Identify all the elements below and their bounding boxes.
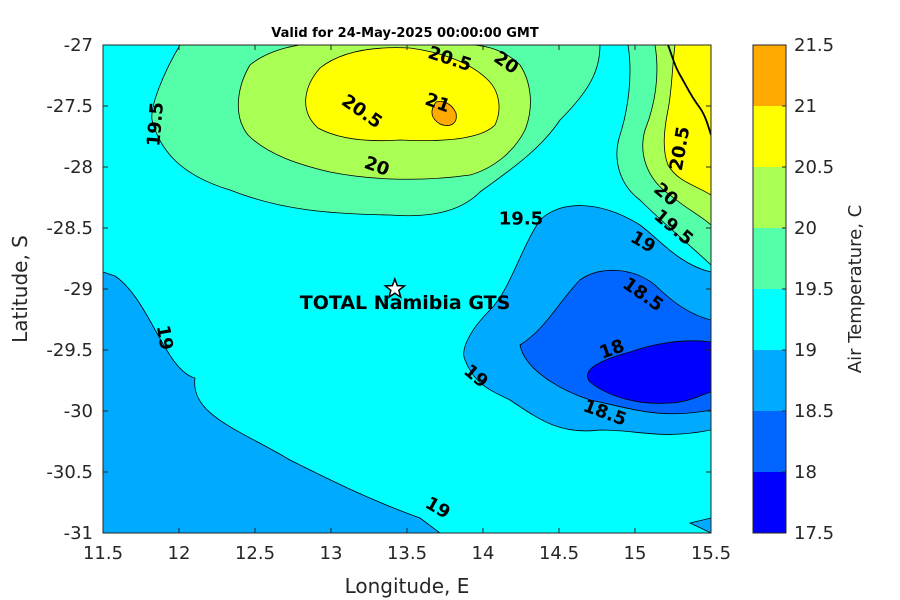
site-label: TOTAL Namibia GTS (300, 292, 511, 314)
x-axis-label: Longitude, E (345, 574, 470, 598)
colorbar-tick-label: 21.5 (794, 35, 834, 56)
y-axis: -27 -27.5 -28 -28.5 -29 -29.5 -30 -30.5 -31 (46, 35, 711, 544)
site-marker (383, 276, 407, 299)
colorbar: 17.5 18 18.5 19 19.5 20 20.5 21 21.5 (752, 35, 834, 544)
colorbar-tick-label: 18.5 (794, 401, 834, 422)
colorbar-swatch (753, 167, 786, 228)
colorbar-swatch (753, 350, 786, 411)
star-icon (383, 276, 407, 299)
band-18-5-west (103, 271, 441, 533)
y-tick-label: -27.5 (46, 96, 93, 117)
colorbar-swatch (753, 45, 786, 106)
colorbar-swatch (753, 228, 786, 289)
band-18-5-southeast (688, 517, 711, 533)
y-tick-label: -30.5 (46, 462, 93, 483)
colorbar-label: Air Temperature, C (845, 205, 866, 373)
coastline (667, 45, 711, 136)
colorbar-tick-label: 18 (794, 462, 817, 483)
x-tick-label: 11.5 (83, 543, 123, 564)
colorbar-swatch (753, 472, 786, 533)
y-axis-label: Latitude, S (8, 235, 32, 343)
colorbar-tick-label: 20 (794, 218, 817, 239)
x-tick-label: 12.5 (235, 543, 275, 564)
plot-area (103, 45, 711, 533)
colorbar-swatch (753, 411, 786, 472)
x-tick-label: 15.5 (691, 543, 731, 564)
chart-title: Valid for 24-May-2025 00:00:00 GMT (271, 26, 539, 41)
y-tick-label: -30 (64, 401, 93, 422)
colorbar-tick-label: 20.5 (794, 157, 834, 178)
contour-label: 19.5 (499, 208, 543, 229)
x-tick-label: 15 (624, 543, 647, 564)
y-tick-label: -28.5 (46, 218, 93, 239)
band-17-5 (587, 340, 711, 404)
colorbar-tick-label: 21 (794, 96, 817, 117)
contour-label: 19.5 (143, 101, 168, 147)
y-tick-label: -29.5 (46, 340, 93, 361)
y-tick-label: -27 (64, 35, 93, 56)
x-axis: 11.5 12 12.5 13 13.5 14 14.5 15 15.5 (83, 45, 731, 564)
y-tick-label: -28 (64, 157, 93, 178)
colorbar-tick-label: 19.5 (794, 279, 834, 300)
band-20-5-east (663, 45, 711, 196)
colorbar-swatch (753, 289, 786, 350)
y-tick-label: -31 (64, 523, 93, 544)
contour-label: 19 (152, 324, 177, 352)
colorbar-tick-label: 17.5 (794, 523, 834, 544)
x-tick-label: 14.5 (539, 543, 579, 564)
x-tick-label: 12 (168, 543, 191, 564)
band-21 (431, 101, 457, 126)
y-tick-label: -29 (64, 279, 93, 300)
colorbar-swatch (753, 106, 786, 167)
x-tick-label: 14 (472, 543, 495, 564)
colorbar-tick-label: 19 (794, 340, 817, 361)
x-tick-label: 13.5 (387, 543, 427, 564)
x-tick-label: 13 (320, 543, 343, 564)
